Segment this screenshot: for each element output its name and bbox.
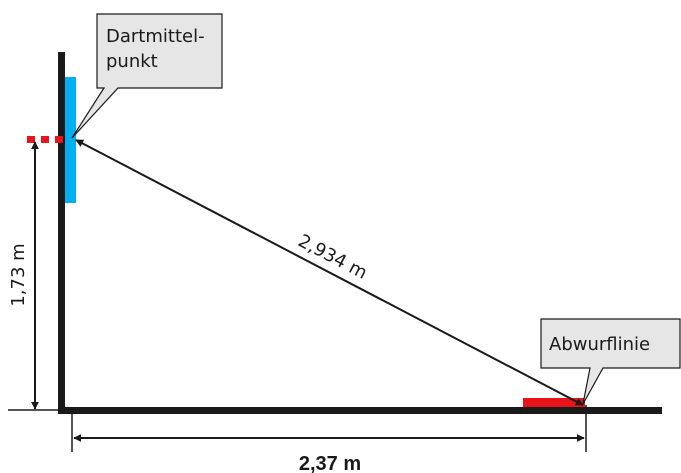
wall (58, 52, 65, 414)
horizontal-label: 2,37 m (299, 453, 361, 473)
dart-center-callout-line1: Dartmittel- (106, 26, 205, 47)
height-label: 1,73 m (8, 243, 29, 306)
dart-center-callout-line2: punkt (106, 51, 158, 72)
dart-center-callout-bubble (71, 13, 223, 139)
diagonal-dimension-line (75, 139, 584, 406)
floor (58, 407, 662, 414)
bullseye-height-marker (27, 136, 63, 143)
throw-line-marker (523, 398, 585, 407)
throw-line-callout-bubble (540, 318, 681, 405)
dartboard (65, 77, 76, 203)
throw-line-callout-label: Abwurflinie (549, 334, 650, 355)
diagonal-label: 2,934 m (295, 230, 371, 283)
